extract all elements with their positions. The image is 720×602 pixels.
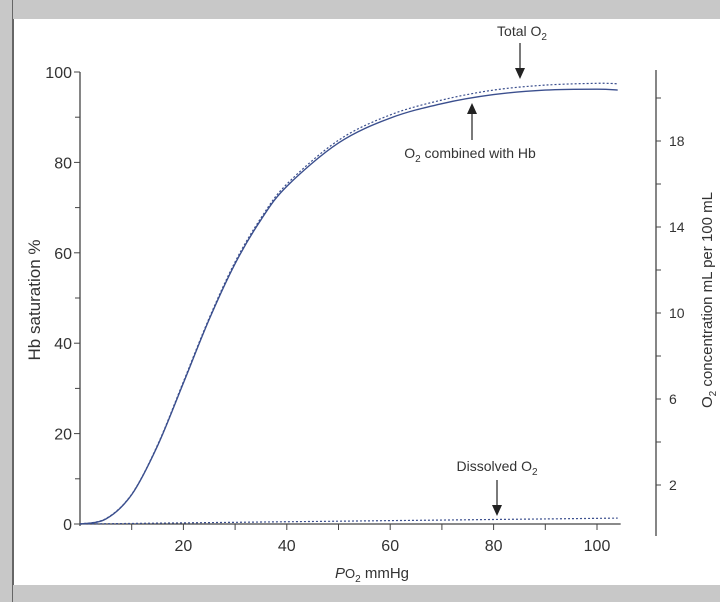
x-axis-title-main: O	[345, 566, 355, 581]
y2-tick-label: 18	[669, 133, 685, 149]
combined-label: O2 combined with Hb	[404, 145, 536, 165]
y-tick-label: 0	[63, 517, 72, 534]
x-tick-label: 40	[278, 538, 296, 555]
total-o2-label: Total O2	[497, 23, 547, 43]
combined-label-rest: combined with Hb	[421, 145, 536, 161]
total-o2-label-sub: 2	[541, 32, 547, 43]
combined-label-main: O	[404, 145, 415, 161]
dissolved-o2-label-sub: 2	[532, 467, 538, 478]
y-tick-label: 40	[54, 336, 72, 353]
x-tick-label: 80	[485, 538, 503, 555]
combined-label-sub: 2	[415, 154, 421, 165]
total-o2-arrow	[515, 43, 525, 79]
series-dissolved-o2	[79, 517, 618, 525]
series-total-o2	[79, 82, 618, 525]
x-axis-title-sub: 2	[355, 574, 361, 585]
combined-arrow	[467, 103, 477, 140]
x-tick-label: 60	[381, 538, 399, 555]
y-tick-label: 60	[54, 246, 72, 263]
y-tick-label: 80	[54, 155, 72, 172]
dissolved-o2-arrow	[492, 480, 502, 516]
series-o2-combined-with-hb	[79, 88, 618, 525]
x-axis-title-suffix: mmHg	[361, 565, 409, 582]
x-tick-label: 20	[175, 538, 193, 555]
y2-tick-label: 6	[669, 391, 677, 407]
y2-tick-label: 10	[669, 305, 685, 321]
y2-axis-title-main: O	[699, 396, 716, 408]
x-axis-title: PO2 mmHg	[335, 565, 409, 585]
frame-border	[12, 0, 13, 602]
y-tick-label: 20	[54, 427, 72, 444]
y-axis-title: Hb saturation %	[25, 240, 44, 361]
figure-panel	[13, 19, 720, 585]
dissolved-o2-label-main: Dissolved O	[456, 458, 532, 474]
y2-axis-title-sub: 2	[708, 390, 719, 396]
x-tick-label: 100	[584, 538, 611, 555]
dissolved-o2-label: Dissolved O2	[456, 458, 537, 478]
x-axis-title-prefix: P	[335, 565, 345, 582]
y2-axis-title: O2 concentration mL per 100 mL	[699, 192, 719, 408]
y-tick-label: 100	[45, 65, 72, 82]
y2-axis-title-suffix: concentration mL per 100 mL	[699, 192, 716, 391]
y2-tick-label: 14	[669, 219, 685, 235]
y2-tick-label: 2	[669, 477, 677, 493]
total-o2-label-main: Total O	[497, 23, 541, 39]
